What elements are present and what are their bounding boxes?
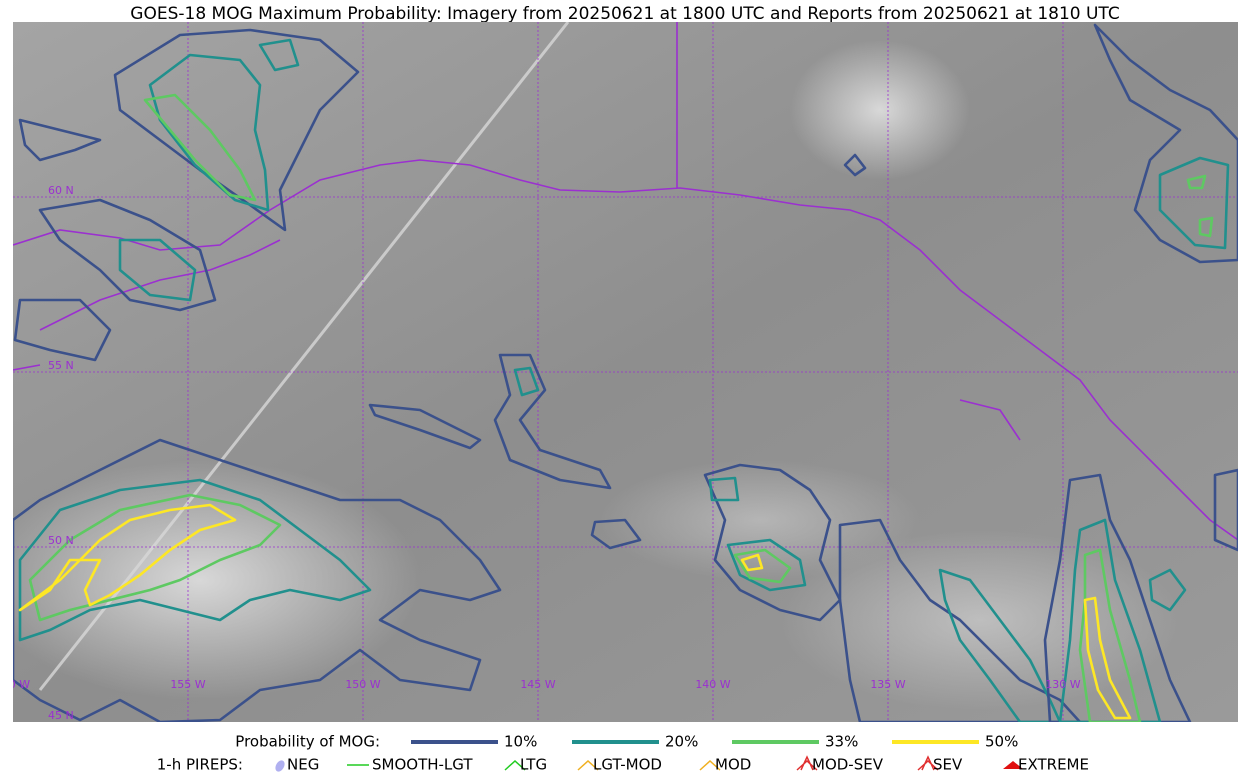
latitude-labels: 60 N 55 N 50 N 45 N [48, 184, 74, 722]
longitude-label: 135 W [870, 678, 905, 691]
legend-heading: 1-h PIREPS: [157, 756, 243, 774]
cloud [790, 40, 970, 180]
pirep-symbol [1003, 761, 1023, 769]
cloud [780, 530, 1180, 710]
pirep-label: SMOOTH-LGT [372, 756, 473, 774]
pirep-label: MOD [715, 756, 751, 774]
pirep-label: LTG [520, 756, 547, 774]
pirep-label: LGT-MOD [593, 756, 662, 774]
longitude-label: 145 W [520, 678, 555, 691]
mog-contours [13, 23, 1238, 722]
longitude-label: 140 W [695, 678, 730, 691]
legend-label: 20% [665, 733, 698, 751]
cloud [13, 460, 420, 700]
pirep-symbol [275, 760, 285, 772]
legend-label: 50% [985, 733, 1018, 751]
longitude-labels: 60 W 155 W 150 W 145 W 140 W 135 W 130 W [2, 678, 1081, 691]
title: GOES-18 MOG Maximum Probability: Imagery… [130, 4, 1119, 24]
coastline [13, 22, 1238, 541]
pirep-label: SEV [933, 756, 963, 774]
pirep-label: NEG [287, 756, 319, 774]
legend: Probability of MOG: 10% 20% 33% 50% 1-h PIREP… [157, 733, 1089, 774]
pirep-symbol [699, 759, 721, 771]
map: 60 N 55 N 50 N 45 N 60 W 155 W 150 W 145 W 140 … [2, 22, 1238, 722]
pirep-symbol [796, 755, 818, 771]
graticule [13, 22, 1238, 722]
contrail [38, 22, 570, 691]
latitude-label: 55 N [48, 359, 74, 372]
pirep-label: MOD-SEV [812, 756, 884, 774]
legend-heading: Probability of MOG: [235, 733, 380, 751]
pirep-symbol [917, 755, 939, 771]
longitude-label: 150 W [345, 678, 380, 691]
legend-label: 10% [504, 733, 537, 751]
pirep-symbol [504, 759, 526, 771]
latitude-label: 50 N [48, 534, 74, 547]
latitude-label: 45 N [48, 709, 74, 722]
legend-label: 33% [825, 733, 858, 751]
longitude-label: 155 W [170, 678, 205, 691]
longitude-label: 130 W [1045, 678, 1080, 691]
pirep-label: EXTREME [1018, 756, 1089, 774]
latitude-label: 60 N [48, 184, 74, 197]
pirep-symbol [577, 759, 599, 771]
longitude-label: 60 W [2, 678, 30, 691]
